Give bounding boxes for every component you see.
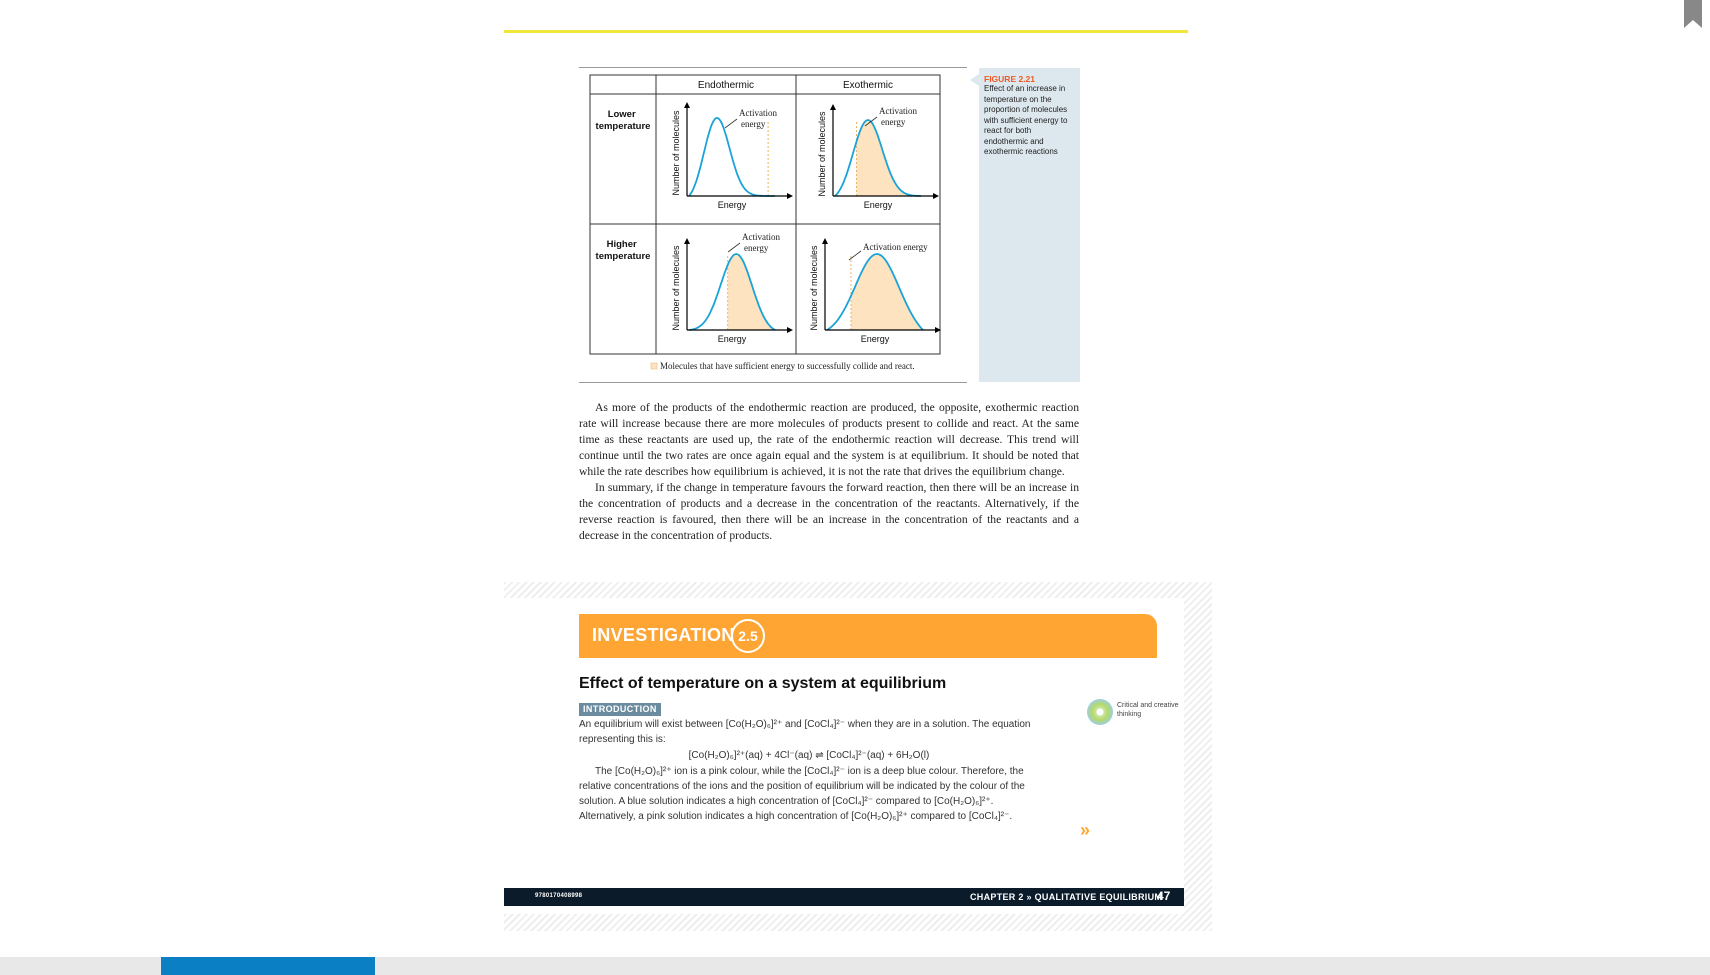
y-arrow-endo_lower [684,102,690,108]
legend-text: Molecules that have sufficient energy to… [660,361,915,371]
horizontal-scrollbar[interactable] [0,957,1710,975]
investigation-title: INVESTIGATION [592,625,735,645]
activation-label-endo_higher: Activation energy [742,232,780,253]
y-arrow-exo_lower [830,104,836,110]
figure-caption-label: FIGURE 2.21 [984,74,1036,84]
y-axis-label-endo_lower: Number of molecules [671,110,681,196]
energy-distribution-figure: Endothermic Exothermic Lower temperature… [589,74,941,371]
page-footer [504,888,1184,906]
scrollbar-thumb[interactable] [161,957,375,975]
activation-pointer-exo_higher [848,250,862,261]
y-axis-label-endo_higher: Number of molecules [671,245,681,331]
investigation-banner [579,614,1157,658]
activation-label-exo_higher: Activation energy [863,242,928,252]
x-axis-label-endo_lower: Energy [718,200,747,210]
page-number: 47 [1157,889,1171,903]
x-axis-label-exo_higher: Energy [861,334,890,344]
distribution-curve-exo_lower [834,119,921,197]
x-arrow-exo_lower [933,193,939,199]
footer-chapter-title: CHAPTER 2 » QUALITATIVE EQUILIBRIUM [970,892,1163,902]
introduction-tag: INTRODUCTION [579,703,661,716]
x-arrow-exo_higher [935,327,941,333]
row-header-lower: Lower temperature [596,109,651,132]
top-accent-rule [504,30,1188,33]
activation-pointer-exo_lower [864,116,878,127]
skill-badge-label: Critical and creative thinking [1117,702,1179,718]
x-arrow-endo_higher [787,327,793,333]
y-axis-label-exo_lower: Number of molecules [817,111,827,197]
body-paragraph: In summary, if the change in temperature… [579,481,1079,542]
x-axis-label-exo_lower: Energy [864,200,893,210]
body-paragraph: As more of the products of the endotherm… [579,401,1079,478]
figure-caption-box [979,68,1080,382]
distribution-curve-endo_higher [688,253,776,331]
legend-swatch [650,362,658,370]
y-arrow-exo_higher [822,238,828,244]
caption-pointer [970,74,979,86]
y-axis-label-exo_higher: Number of molecules [809,245,819,331]
shaded-area-exo_lower [856,120,921,196]
footer-isbn: 9780170408998 [535,893,583,899]
activation-pointer-endo_higher [727,242,741,253]
x-arrow-endo_lower [787,193,793,199]
introduction-text: An equilibrium will exist between [Co(H₂… [579,717,1039,824]
shaded-area-exo_higher [851,254,923,330]
body-text: As more of the products of the endotherm… [579,400,1079,544]
activation-label-endo_lower: Activation energy [739,108,777,129]
col-header-exothermic: Exothermic [843,80,893,91]
activation-label-exo_lower: Activation energy [879,106,917,127]
intro-paragraph: An equilibrium will exist between [Co(H₂… [579,719,1031,745]
y-arrow-endo_higher [684,238,690,244]
investigation-number-badge: 2.5 [731,619,765,653]
figure-grid [589,74,941,355]
col-header-endothermic: Endothermic [698,80,754,91]
row-header-higher: Higher temperature [596,239,651,262]
x-axis-label-endo_higher: Energy [718,334,747,344]
critical-thinking-icon [1087,699,1113,725]
shaded-area-endo_higher [727,254,775,330]
distribution-curve-exo_higher [826,253,924,331]
investigation-heading: Effect of temperature on a system at equ… [579,675,947,692]
figure-2-21: Endothermic Exothermic Lower temperature… [579,67,967,383]
figure-caption-text: Effect of an increase in temperature on … [984,84,1068,156]
bookmark-icon[interactable] [1684,0,1702,28]
continue-arrow-icon[interactable]: » [1080,820,1091,840]
intro-paragraph: The [Co(H₂O)₆]²⁺ ion is a pink colour, w… [579,766,1025,822]
distribution-curve-endo_lower [688,117,775,197]
equilibrium-equation: [Co(H₂O)₆]²⁺(aq) + 4Cl⁻(aq) ⇌ [CoCl₄]²⁻(… [688,750,930,761]
activation-pointer-endo_lower [724,118,738,129]
